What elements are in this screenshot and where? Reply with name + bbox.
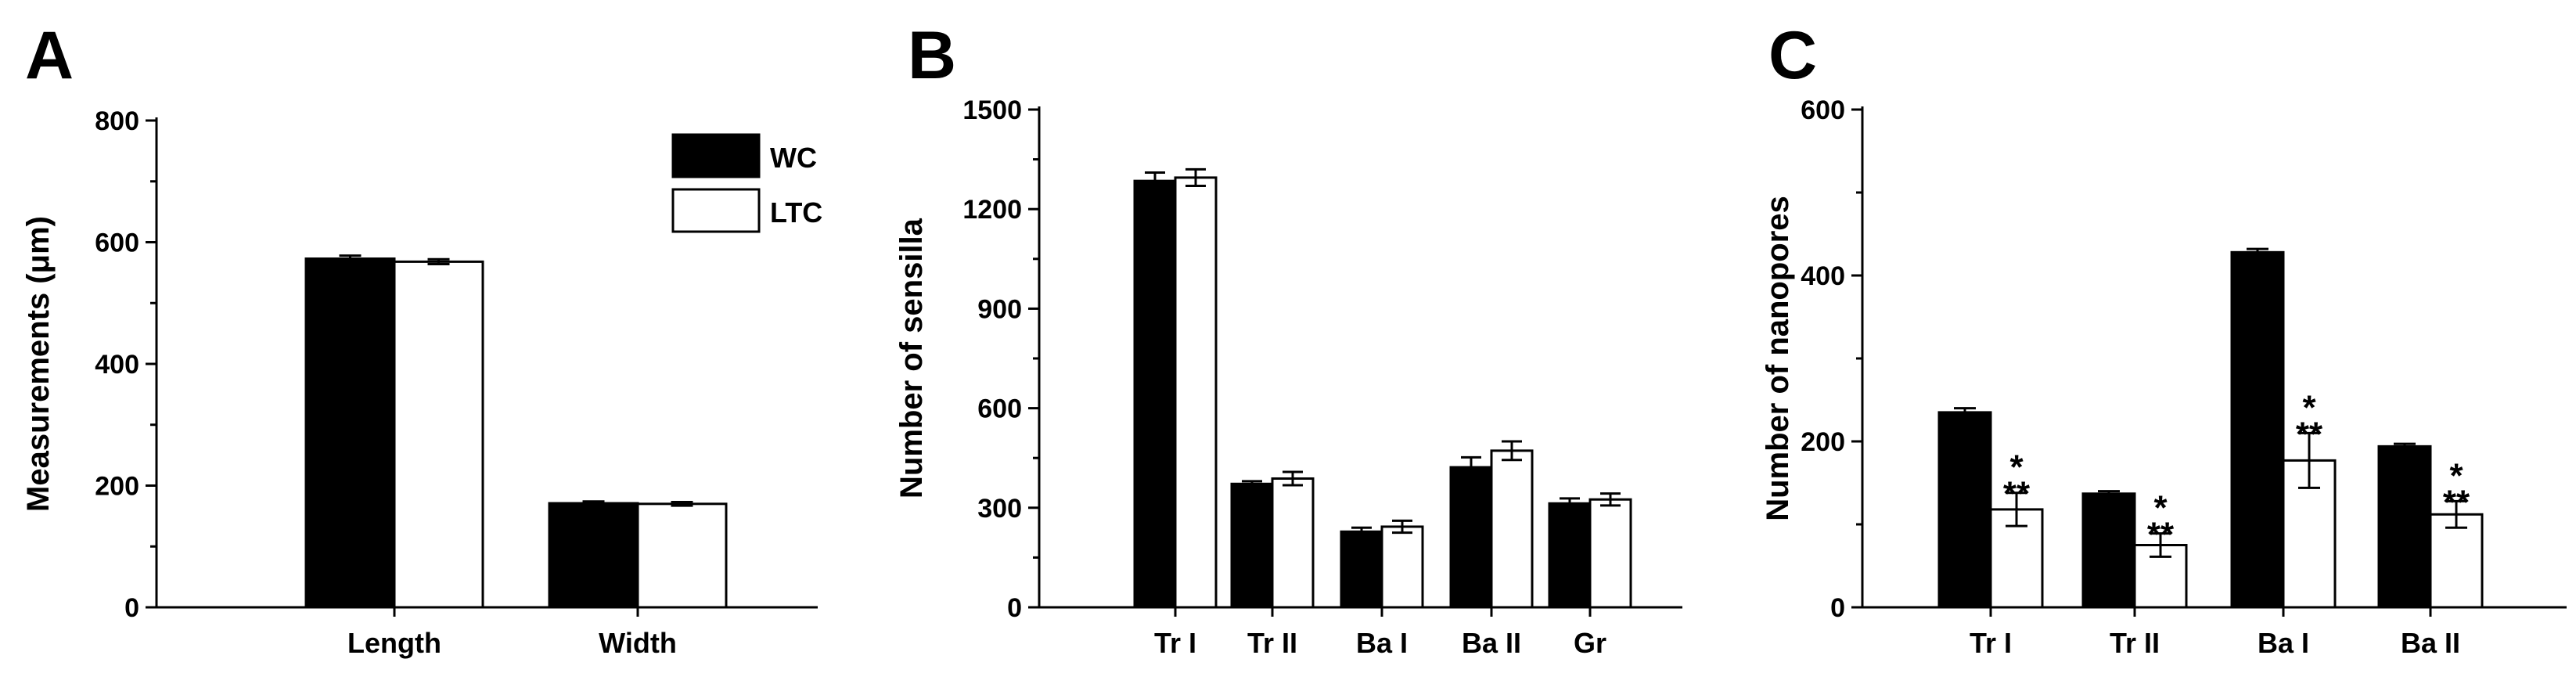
x-category-label: Tr I	[1154, 627, 1196, 659]
bar	[1340, 530, 1383, 609]
significance-mark-bottom: **	[2296, 415, 2323, 453]
x-category-label: Gr	[1574, 627, 1606, 659]
bar	[1548, 502, 1592, 609]
legend-label-ltc: LTC	[770, 196, 822, 229]
x-category-label: Tr I	[1970, 627, 2012, 659]
significance-mark-top: *	[2009, 448, 2024, 487]
y-tick-label: 200	[1801, 427, 1845, 457]
bar	[2429, 513, 2484, 609]
bar	[393, 260, 484, 609]
bar	[636, 502, 728, 609]
chart-panel-a: 0 200 400 600 800 Measurements (μm) Length Widt…	[21, 106, 818, 659]
panel-letter-c: C	[1768, 18, 1817, 93]
bar	[1133, 179, 1177, 609]
significance-mark-bottom: **	[2443, 483, 2470, 521]
significance-mark-top: *	[2302, 388, 2316, 427]
y-tick-label: 300	[977, 494, 1022, 524]
y-tick-label: 600	[1801, 95, 1845, 125]
bar	[1271, 477, 1315, 609]
bar	[1989, 508, 2044, 609]
panel-letter-b: B	[908, 18, 956, 93]
x-category-label: Ba I	[1356, 627, 1408, 659]
y-axis-title: Measurements (μm)	[21, 216, 56, 512]
y-tick-label: 1200	[962, 195, 1022, 225]
x-category-label: Width	[599, 627, 677, 659]
y-tick-label: 200	[95, 472, 139, 502]
bar	[1490, 449, 1534, 609]
y-tick-label: 0	[124, 593, 139, 623]
x-category-label: Tr II	[1247, 627, 1297, 659]
y-tick-label: 1500	[962, 95, 1022, 125]
y-tick-label: 0	[1007, 593, 1022, 623]
bar	[304, 257, 396, 609]
bar	[2377, 445, 2432, 609]
x-category-label: Tr II	[2110, 627, 2160, 659]
chart-panel-b: 0 300 600 900 1200 1500 Number of sensilla Tr I…	[894, 95, 1682, 659]
bar	[1937, 411, 1992, 609]
y-tick-label: 400	[1801, 261, 1845, 291]
significance-mark-bottom: **	[2003, 475, 2031, 513]
significance-mark-bottom: **	[2147, 516, 2175, 554]
y-tick-label: 800	[95, 106, 139, 136]
legend: WC LTC	[671, 133, 822, 233]
y-tick-label: 0	[1830, 593, 1845, 623]
x-category-label: Ba II	[1462, 627, 1521, 659]
significance-mark-top: *	[2449, 456, 2463, 495]
legend-swatch-ltc	[671, 188, 761, 233]
bar	[548, 502, 639, 609]
x-category-label: Ba II	[2401, 627, 2460, 659]
bar	[2081, 492, 2136, 609]
y-tick-label: 900	[977, 294, 1022, 324]
bar	[1588, 498, 1632, 609]
legend-swatch-wc	[671, 133, 761, 178]
bar	[2230, 250, 2285, 609]
bar	[1230, 482, 1274, 609]
y-tick-label: 600	[95, 229, 139, 258]
legend-label-wc: WC	[770, 142, 817, 174]
panel-letter-a: A	[25, 18, 74, 93]
y-axis-title: Number of sensilla	[894, 218, 929, 499]
significance-mark-top: *	[2153, 489, 2168, 527]
y-tick-label: 400	[95, 350, 139, 380]
x-category-label: Ba I	[2258, 627, 2309, 659]
bar	[1449, 466, 1493, 609]
x-category-label: Length	[347, 627, 441, 659]
y-axis-title: Number of nanopores	[1761, 196, 1795, 521]
y-tick-label: 600	[977, 394, 1022, 424]
bar	[1380, 525, 1424, 609]
bar	[1174, 176, 1218, 609]
